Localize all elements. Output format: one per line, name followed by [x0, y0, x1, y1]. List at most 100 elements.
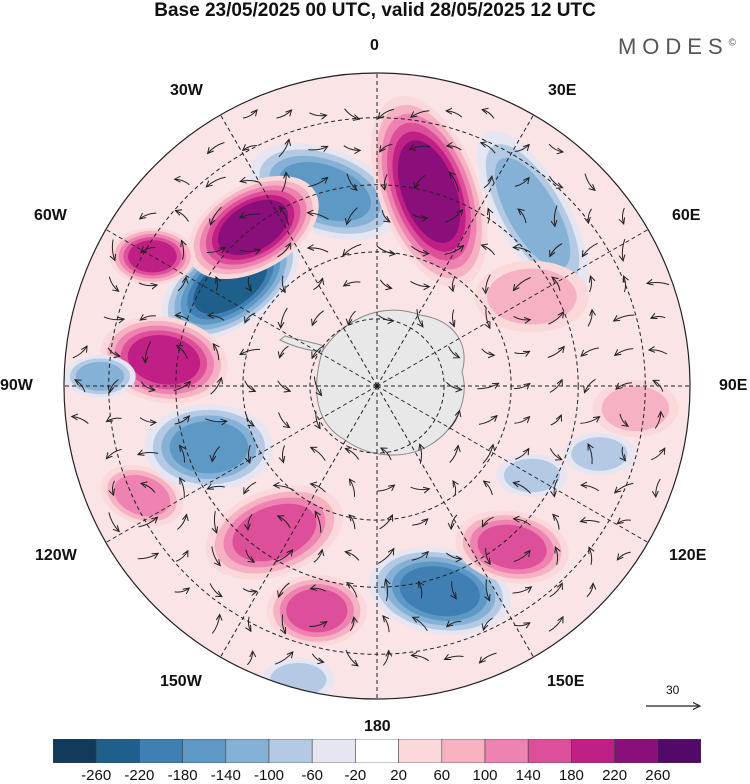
wind-streamline: [282, 275, 285, 293]
wind-streamline: [555, 547, 557, 566]
wind-streamline: [174, 588, 190, 592]
wind-streamline: [140, 316, 156, 320]
wind-streamline: [379, 279, 391, 289]
wind-streamline: [315, 511, 322, 533]
wind-streamline: [513, 483, 532, 494]
colorbar-tick-label: -60: [301, 767, 324, 784]
wind-streamline: [380, 143, 393, 152]
wind-streamline: [413, 617, 428, 631]
wind-streamline: [554, 479, 559, 496]
wind-streamline: [346, 173, 357, 191]
colorbar-tick-label: 260: [645, 767, 671, 784]
wind-streamline: [177, 345, 188, 359]
wind-streamline: [411, 110, 430, 118]
wind-streamline: [377, 549, 394, 564]
wind-streamline: [248, 616, 251, 632]
wind-streamline: [552, 277, 561, 291]
lon-label-60e: 60E: [672, 207, 701, 224]
wind-streamline: [615, 348, 634, 356]
wind-streamline: [242, 110, 257, 119]
wind-streamline: [445, 656, 464, 659]
wind-streamline: [211, 615, 219, 634]
wind-streamline: [547, 347, 564, 358]
wind-streamline: [617, 551, 631, 560]
wind-streamline: [651, 316, 666, 318]
wind-streamline: [240, 180, 260, 182]
wind-streamline: [378, 108, 395, 118]
wind-streamline: [75, 380, 86, 393]
wind-streamline: [585, 378, 596, 392]
wind-streamline: [182, 240, 184, 260]
wind-streamline: [514, 145, 529, 152]
wind-streamline: [588, 444, 592, 465]
lon-label-90e: 90E: [719, 377, 748, 394]
colorbar-tick-label: -100: [253, 767, 285, 784]
wind-streamline: [248, 513, 253, 530]
wind-streamline: [243, 146, 258, 151]
wind-streamline: [274, 652, 293, 665]
wind-streamline: [345, 649, 358, 666]
colorbar-swatch: [182, 739, 227, 763]
lon-label-180: 180: [364, 718, 391, 735]
wind-streamline: [214, 510, 216, 533]
wind-streamline: [482, 516, 494, 526]
wind-streamline: [207, 486, 225, 489]
wind-streamline: [654, 412, 661, 429]
lon-label-150w: 150W: [160, 673, 202, 690]
colorbar-tick-label: -180: [167, 767, 198, 784]
wind-streamline: [180, 445, 185, 463]
colorbar-swatch: [484, 739, 529, 763]
wind-streamline: [411, 552, 428, 561]
antarctica-land: [279, 309, 465, 456]
colorbar-tick-label: 220: [602, 767, 628, 784]
wind-streamline: [384, 173, 388, 190]
wind-streamline: [550, 415, 562, 426]
wind-streamline: [343, 243, 362, 255]
wind-streamline: [554, 205, 558, 227]
wind-streamline: [240, 349, 261, 354]
brand-logo: MODES©: [618, 34, 736, 60]
wind-streamline: [278, 139, 289, 158]
wind-streamline: [248, 276, 251, 291]
wind-streamline: [514, 417, 529, 424]
anomaly-contour: [120, 479, 164, 512]
wind-streamline: [206, 176, 226, 187]
wind-streamline: [274, 485, 295, 491]
wind-streamline: [208, 316, 225, 321]
wind-streamline: [141, 247, 156, 252]
wind-streamline: [211, 206, 222, 225]
wind-streamline: [175, 551, 188, 562]
wind-streamline: [514, 351, 529, 353]
anomaly-contour: [178, 426, 240, 468]
wind-streamline: [410, 487, 430, 489]
wind-streamline: [311, 484, 326, 493]
colorbar-tick-label: 20: [390, 767, 407, 784]
wind-streamline: [580, 417, 599, 424]
colorbar-tick-label: 140: [515, 767, 541, 784]
wind-streamline: [175, 315, 190, 322]
colorbar-tick-label: -20: [344, 767, 367, 784]
wind-streamline: [349, 310, 356, 325]
wind-streamline: [244, 380, 256, 392]
lon-label-0: 0: [370, 37, 379, 54]
wind-streamline: [349, 515, 355, 530]
wind-streamline: [581, 520, 600, 522]
wind-streamline: [311, 447, 326, 461]
wind-streamline: [245, 549, 254, 563]
wind-streamline: [512, 587, 532, 594]
colorbar-swatch: [268, 739, 313, 763]
wind-streamline: [452, 276, 456, 292]
wind-streamline: [216, 277, 218, 292]
wind-streamline: [482, 445, 493, 464]
wind-streamline: [381, 448, 392, 461]
colorbar-swatch: [441, 739, 486, 763]
colorbar-tick-label: -260: [81, 767, 112, 784]
wind-streamline: [514, 519, 531, 526]
wind-streamline: [589, 547, 592, 565]
wind-streamline: [446, 382, 461, 389]
wind-streamline: [281, 307, 288, 328]
wind-streamline: [549, 583, 562, 598]
wind-streamline: [478, 416, 497, 425]
colorbar-swatch: [614, 739, 659, 763]
